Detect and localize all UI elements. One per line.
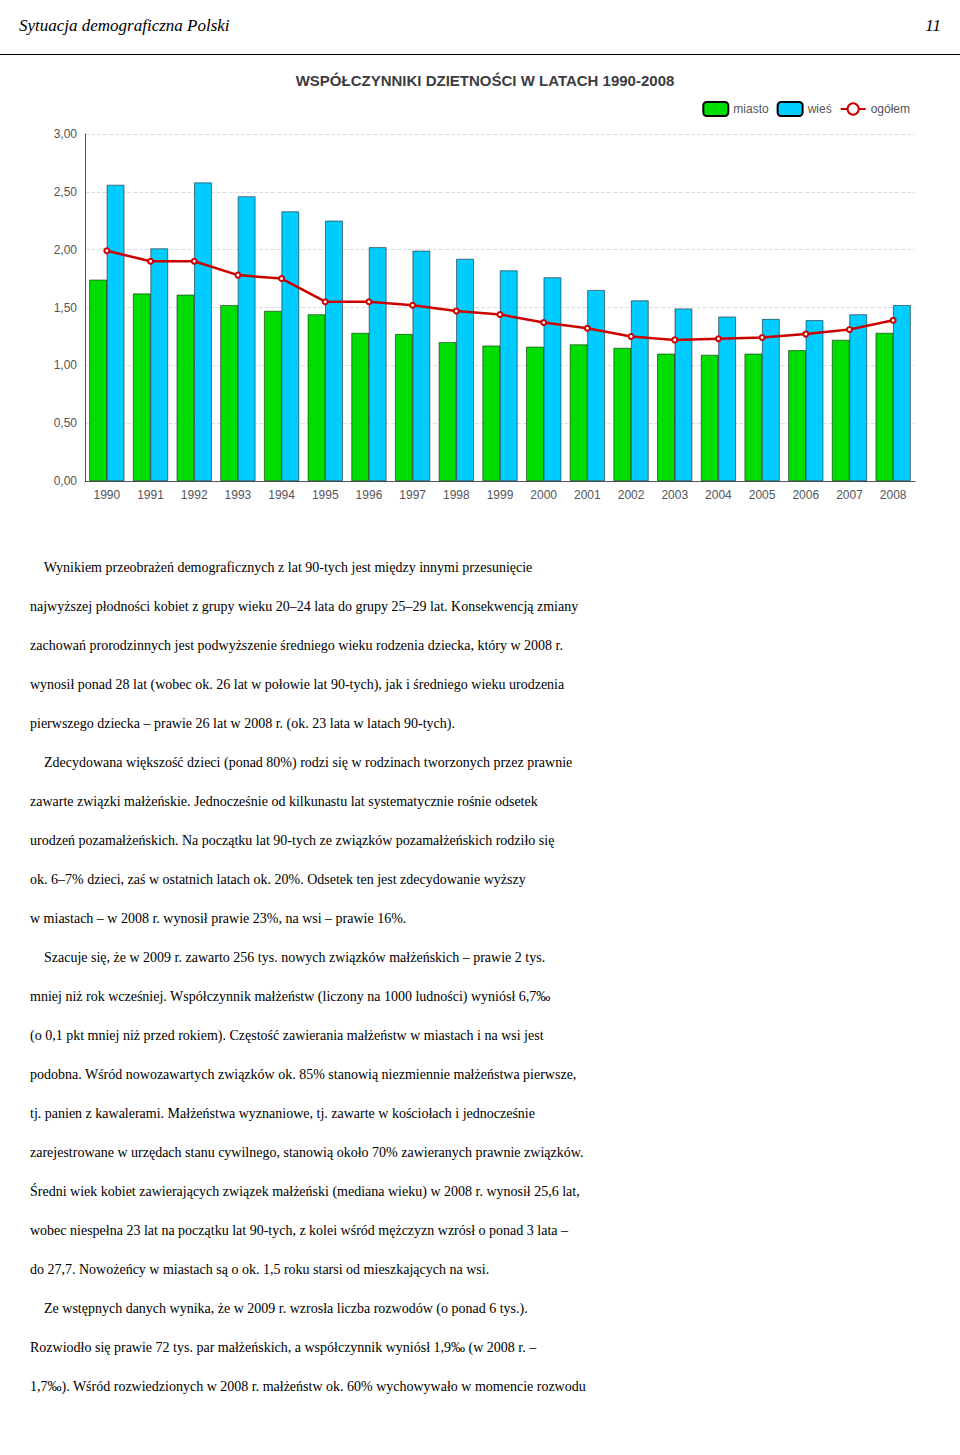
- html-text:Sytuacja demograficzna Polski: Sytuacja demograficzna Polski: [19, 16, 230, 35]
- svg-text:2000: 2000: [530, 488, 557, 502]
- svg-text:wieś: wieś: [807, 102, 832, 116]
- html-text:najwyższej płodności kobiet z: najwyższej płodności kobiet z grupy wiek…: [30, 599, 579, 614]
- svg-text:1994: 1994: [268, 488, 295, 502]
- html-text:ok. 6–7% dzieci, zaś w ostatni: ok. 6–7% dzieci, zaś w ostatnich latach …: [30, 872, 526, 887]
- svg-text:WSPÓŁCZYNNIKI DZIETNOŚCI W LAT: WSPÓŁCZYNNIKI DZIETNOŚCI W LATACH 1990-2…: [296, 72, 675, 89]
- html-text:urodzeń pozamałżeńskich. Na po: urodzeń pozamałżeńskich. Na początku lat…: [30, 833, 555, 848]
- html-text:tj. panien z kawalerami. Małże: tj. panien z kawalerami. Małżeństwa wyzn…: [30, 1106, 535, 1121]
- svg-text:2,00: 2,00: [54, 243, 78, 257]
- svg-text:1998: 1998: [443, 488, 470, 502]
- html-text:pierwszego dziecka – prawie 26: pierwszego dziecka – prawie 26 lat w 200…: [30, 716, 455, 731]
- svg-text:2006: 2006: [792, 488, 819, 502]
- html-text:wobec niespełna 23 lat na pocz: wobec niespełna 23 lat na początku lat 9…: [30, 1223, 568, 1238]
- svg-text:1995: 1995: [312, 488, 339, 502]
- html-text:Zdecydowana większość dzieci (: Zdecydowana większość dzieci (ponad 80%)…: [30, 755, 573, 770]
- html-text:Wynikiem przeobrażeń demografi: Wynikiem przeobrażeń demograficznych z l…: [30, 560, 533, 575]
- svg-text:3,00: 3,00: [54, 127, 78, 141]
- html-text:Ze wstępnych danych wynika, że: Ze wstępnych danych wynika, że w 2009 r.…: [30, 1301, 528, 1316]
- html-text:zawarte związki małżeńskie. Je: zawarte związki małżeńskie. Jednocześnie…: [30, 794, 538, 809]
- svg-text:1999: 1999: [487, 488, 514, 502]
- svg-text:1997: 1997: [399, 488, 426, 502]
- svg-text:0,00: 0,00: [54, 474, 78, 488]
- svg-text:miasto: miasto: [733, 102, 769, 116]
- svg-text:1,00: 1,00: [54, 358, 78, 372]
- html-text:Rozwiodło się prawie 72 tys. p: Rozwiodło się prawie 72 tys. par małżeńs…: [30, 1340, 537, 1355]
- html-text:11: 11: [925, 16, 941, 35]
- svg-text:1990: 1990: [93, 488, 120, 502]
- html-text:mniej niż rok wcześniej. Współ: mniej niż rok wcześniej. Współczynnik ma…: [30, 989, 551, 1004]
- html-text:do 27,7. Nowożeńcy w miastach: do 27,7. Nowożeńcy w miastach są o ok. 1…: [30, 1262, 490, 1277]
- svg-text:2005: 2005: [749, 488, 776, 502]
- svg-text:1991: 1991: [137, 488, 164, 502]
- svg-text:2004: 2004: [705, 488, 732, 502]
- svg-text:2008: 2008: [880, 488, 907, 502]
- svg-text:1996: 1996: [356, 488, 383, 502]
- svg-text:2001: 2001: [574, 488, 601, 502]
- html-text:w miastach – w 2008 r. wynosił: w miastach – w 2008 r. wynosił prawie 23…: [30, 911, 407, 926]
- svg-text:ogółem: ogółem: [871, 102, 910, 116]
- svg-text:1993: 1993: [225, 488, 252, 502]
- svg-text:1,50: 1,50: [54, 301, 78, 315]
- svg-text:2,50: 2,50: [54, 185, 78, 199]
- html-text:(o 0,1 pkt mniej niż przed rok: (o 0,1 pkt mniej niż przed rokiem). Częs…: [30, 1028, 544, 1043]
- svg-text:0,50: 0,50: [54, 416, 78, 430]
- html-text:1,7‰). Wśród rozwiedzionych w: 1,7‰). Wśród rozwiedzionych w 2008 r. ma…: [30, 1379, 586, 1394]
- svg-text:2003: 2003: [661, 488, 688, 502]
- html-text:wynosił ponad 28 lat (wobec ok: wynosił ponad 28 lat (wobec ok. 26 lat w…: [30, 677, 565, 692]
- html-text:Średni wiek kobiet zawierający: Średni wiek kobiet zawierających związek…: [30, 1184, 580, 1199]
- svg-text:1992: 1992: [181, 488, 208, 502]
- html-text:zarejestrowane w urzędach stan: zarejestrowane w urzędach stanu cywilneg…: [30, 1145, 584, 1160]
- html-text:podobna. Wśród nowozawartych z: podobna. Wśród nowozawartych związków ok…: [30, 1067, 577, 1082]
- svg-text:2002: 2002: [618, 488, 645, 502]
- html-text:zachowań prorodzinnych jest po: zachowań prorodzinnych jest podwyższenie…: [30, 638, 563, 653]
- html-text:Szacuje się, że w 2009 r. zawa: Szacuje się, że w 2009 r. zawarto 256 ty…: [30, 950, 546, 965]
- svg-text:2007: 2007: [836, 488, 863, 502]
